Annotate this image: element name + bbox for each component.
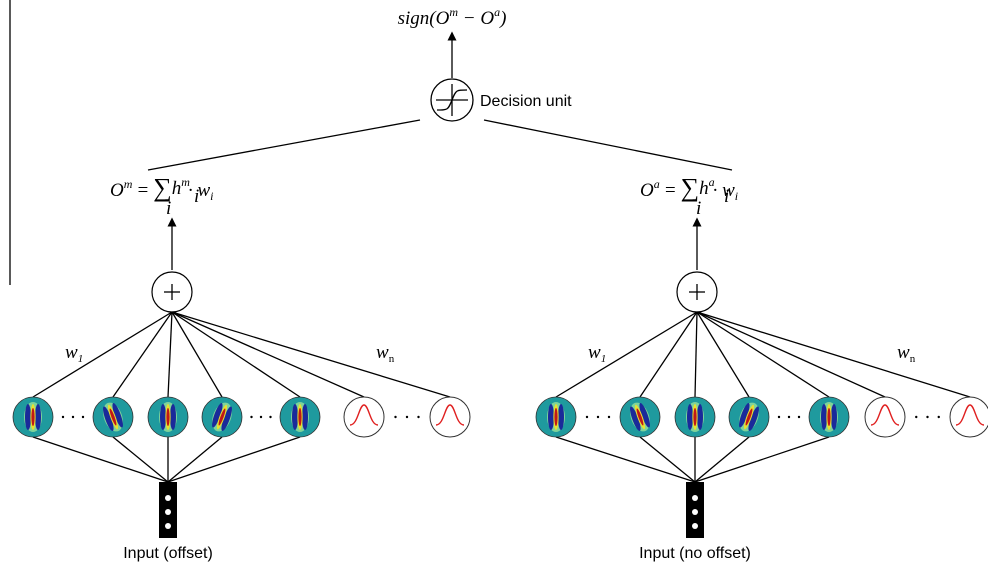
input-line bbox=[695, 437, 749, 482]
gaussian-unit bbox=[344, 397, 384, 437]
weight-line bbox=[640, 312, 697, 397]
weight-line bbox=[556, 312, 697, 397]
input-line bbox=[695, 437, 829, 482]
gabor-filter bbox=[148, 397, 188, 437]
diagram: sign(Om − Oa) Decision unit Om=∑hm· wiii… bbox=[0, 0, 988, 566]
weight-line bbox=[697, 312, 829, 397]
weight-line bbox=[695, 312, 697, 397]
weight-line bbox=[33, 312, 172, 397]
gabor-filter bbox=[729, 397, 769, 437]
svg-text:i: i bbox=[696, 198, 701, 219]
input-line bbox=[33, 437, 168, 482]
gabor-filter bbox=[280, 397, 320, 437]
connection bbox=[148, 120, 420, 170]
input-label: Input (offset) bbox=[123, 545, 213, 562]
connection bbox=[484, 120, 732, 170]
gabor-filter bbox=[809, 397, 849, 437]
svg-text:i: i bbox=[194, 186, 199, 207]
weight-line bbox=[697, 312, 749, 397]
gabor-filter bbox=[202, 397, 242, 437]
weight-line bbox=[168, 312, 172, 397]
gabor-filter bbox=[620, 397, 660, 437]
gabor-filter bbox=[675, 397, 715, 437]
gaussian-unit bbox=[950, 397, 988, 437]
weight-line bbox=[113, 312, 172, 397]
gaussian-unit bbox=[430, 397, 470, 437]
weight-label: w1 bbox=[588, 342, 606, 365]
input-line bbox=[556, 437, 695, 482]
gabor-filter bbox=[93, 397, 133, 437]
weight-line bbox=[697, 312, 970, 397]
svg-text:i: i bbox=[724, 186, 729, 207]
input-line bbox=[113, 437, 168, 482]
weight-label: wn bbox=[376, 342, 395, 365]
input-label: Input (no offset) bbox=[639, 545, 751, 562]
weight-line bbox=[172, 312, 450, 397]
decision-unit bbox=[431, 79, 473, 121]
weight-line bbox=[172, 312, 364, 397]
weight-line bbox=[172, 312, 300, 397]
gaussian-unit bbox=[865, 397, 905, 437]
decision-label: Decision unit bbox=[480, 93, 572, 110]
gabor-filter bbox=[13, 397, 53, 437]
svg-text:i: i bbox=[166, 198, 171, 219]
output-formula: sign(Om − Oa) bbox=[398, 5, 507, 29]
weight-line bbox=[697, 312, 885, 397]
input-line bbox=[168, 437, 222, 482]
weight-label: wn bbox=[897, 342, 916, 365]
input-line bbox=[640, 437, 695, 482]
weight-label: w1 bbox=[65, 342, 83, 365]
input-line bbox=[168, 437, 300, 482]
gabor-filter bbox=[536, 397, 576, 437]
